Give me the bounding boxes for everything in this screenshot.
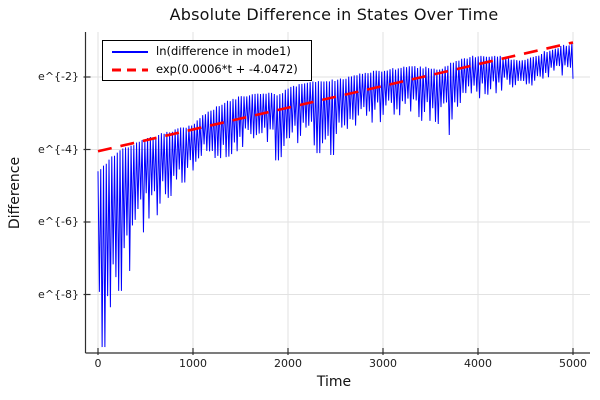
legend-label-difference: ln(difference in mode1)	[156, 43, 291, 58]
y-tick-label: e^{-8}	[38, 287, 79, 301]
x-tick-label: 1000	[179, 357, 207, 370]
series-line-fit	[97, 41, 574, 153]
x-tick-label: 5000	[559, 357, 587, 370]
x-tick-label: 3000	[369, 357, 397, 370]
series-line-difference	[97, 43, 574, 348]
y-tick-label: e^{-2}	[38, 70, 79, 83]
x-tick-label: 4000	[464, 357, 492, 370]
x-tick-label: 0	[94, 357, 102, 370]
legend-item-difference: ln(difference in mode1)	[111, 43, 307, 61]
legend-label-fit: exp(0.0006*t + -4.0472)	[156, 61, 298, 76]
legend-dashed-line-icon	[112, 68, 148, 71]
y-tick-label: e^{-4}	[38, 142, 79, 156]
x-tick-label: 2000	[274, 357, 302, 370]
legend: ln(difference in mode1) exp(0.0006*t + -…	[102, 40, 312, 81]
legend-item-fit: exp(0.0006*t + -4.0472)	[111, 61, 307, 79]
x-axis-label: Time	[316, 374, 352, 390]
legend-solid-line-icon	[112, 50, 148, 53]
y-tick-label: e^{-6}	[38, 215, 79, 228]
chart-title: Absolute Difference in States Over Time	[169, 5, 499, 24]
